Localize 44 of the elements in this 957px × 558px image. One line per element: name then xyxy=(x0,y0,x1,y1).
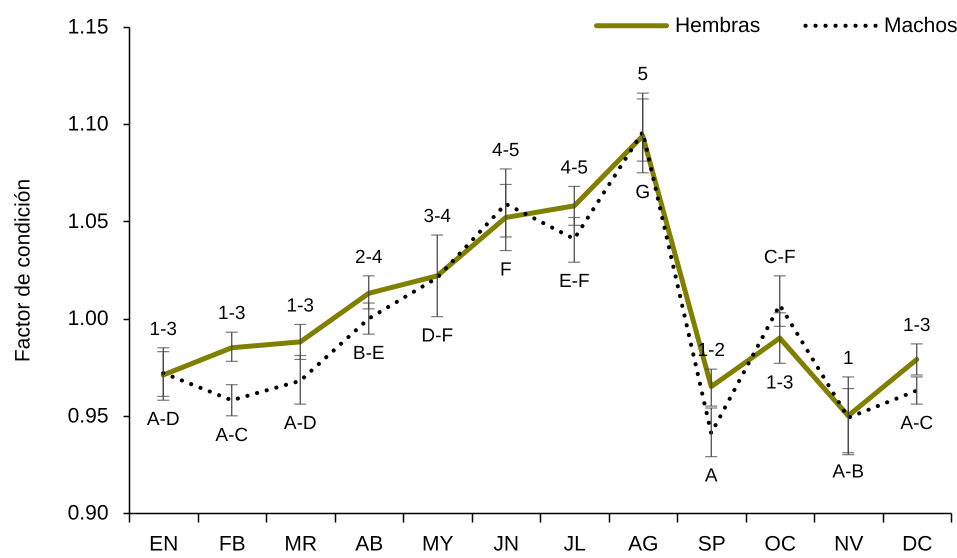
annotation: D-F xyxy=(421,326,454,347)
y-tick-label: 0.95 xyxy=(68,404,108,428)
annotation: 5 xyxy=(637,64,648,86)
annotation: E-F xyxy=(558,271,590,292)
annotation: A-D xyxy=(146,409,180,430)
x-tick-label: FB xyxy=(218,532,246,556)
x-tick-label: JN xyxy=(493,532,520,556)
annotation: A-B xyxy=(832,462,864,483)
annotation: A-D xyxy=(284,413,317,434)
annotation: C-F xyxy=(764,246,796,268)
annotation: 3-4 xyxy=(424,206,452,228)
annotation: 1 xyxy=(842,348,854,369)
annotation: A-C xyxy=(215,424,248,446)
annotation: 1-3 xyxy=(218,303,246,324)
annotation: G xyxy=(635,182,650,203)
x-tick-label: MY xyxy=(422,532,454,556)
annotation: 1-3 xyxy=(903,314,930,336)
x-tick-label: JL xyxy=(564,532,586,556)
y-tick-label: 1.15 xyxy=(68,16,108,38)
annotation: 1-3 xyxy=(150,318,177,340)
y-tick-label: 0.90 xyxy=(68,502,108,524)
x-tick-label: SP xyxy=(698,532,726,556)
y-tick-label: 1.10 xyxy=(68,112,108,136)
x-tick-label: MR xyxy=(284,532,318,556)
x-tick-label: AG xyxy=(628,532,658,556)
annotation: A-C xyxy=(900,413,934,434)
x-tick-label: EN xyxy=(149,532,178,556)
x-tick-label: DC xyxy=(902,532,932,556)
annotation: 4-5 xyxy=(492,140,520,161)
annotation: 2-4 xyxy=(355,246,383,268)
annotation: 4-5 xyxy=(560,157,588,178)
legend-label: Hembras xyxy=(675,14,760,37)
x-tick-label: NV xyxy=(834,532,864,556)
y-tick-label: 1.05 xyxy=(68,210,108,233)
x-tick-label: OC xyxy=(764,532,796,556)
x-tick-label: AB xyxy=(355,532,384,556)
annotation: F xyxy=(500,260,512,281)
annotation: 1-3 xyxy=(286,295,314,316)
y-axis-title: Factor de condición xyxy=(12,178,35,362)
annotation: 1-3 xyxy=(766,372,794,394)
annotation: B-E xyxy=(352,343,385,364)
legend-label: Machos xyxy=(884,14,957,37)
annotation: A xyxy=(704,466,718,487)
y-tick-label: 1.00 xyxy=(68,307,108,330)
